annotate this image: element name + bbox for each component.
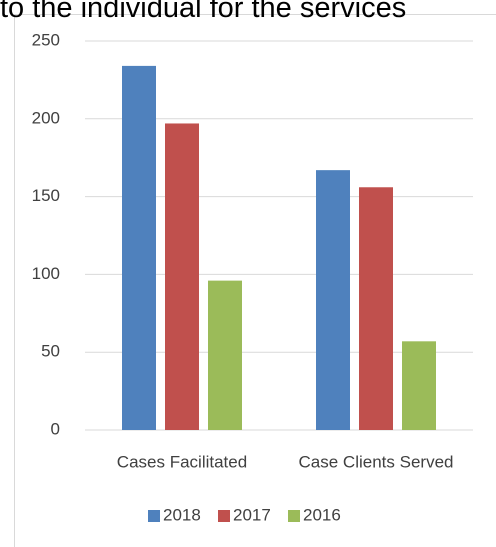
y-tick-label: 0 [51, 419, 60, 438]
legend-swatch [218, 510, 230, 522]
legend-label: 2016 [303, 505, 341, 524]
legend-swatch [148, 510, 160, 522]
bar [402, 341, 436, 430]
bar [122, 65, 156, 430]
x-tick-label: Case Clients Served [299, 452, 454, 471]
document-text: to the individual for the services [0, 0, 406, 24]
y-tick-label: 150 [32, 186, 60, 205]
y-tick-label: 50 [41, 342, 60, 361]
y-tick-label: 100 [32, 264, 60, 283]
bar [208, 280, 242, 430]
legend-swatch [288, 510, 300, 522]
legend-label: 2017 [233, 505, 271, 524]
bar [165, 123, 199, 430]
y-tick-label: 200 [32, 108, 60, 127]
x-tick-label: Cases Facilitated [117, 452, 247, 471]
legend-label: 2018 [163, 505, 201, 524]
bar [359, 187, 393, 430]
bar [316, 170, 350, 430]
y-tick-label: 250 [32, 30, 60, 49]
chart-frame [14, 14, 496, 547]
